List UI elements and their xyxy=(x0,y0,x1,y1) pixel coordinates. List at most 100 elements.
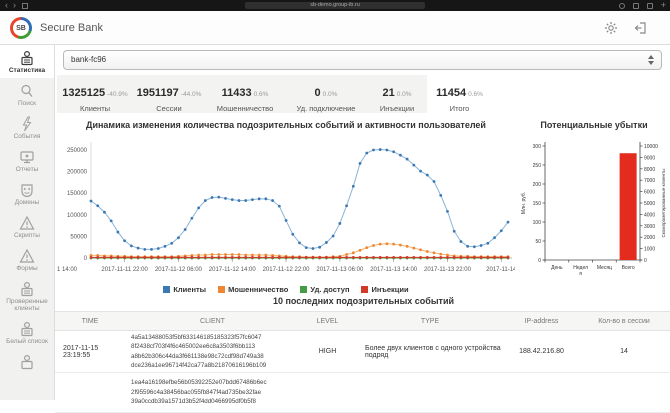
stat-label: Инъекции xyxy=(379,104,415,113)
bank-select-value: bank-fc96 xyxy=(71,55,107,64)
stat-value: 11433 xyxy=(221,87,252,99)
legend-item[interactable]: Клиенты xyxy=(163,285,206,294)
table-row[interactable]: 2017-11-15 23:19:55 4a5a13488053f5bf6331… xyxy=(55,331,670,373)
statistics-icon xyxy=(21,50,33,66)
sidebar-label: События xyxy=(13,133,41,140)
browser-tabs-icon[interactable] xyxy=(22,2,28,9)
bank-select[interactable]: bank-fc96 xyxy=(63,50,662,70)
col-count: Кол-во в сессии xyxy=(598,318,650,325)
stat-delta: 0.0% xyxy=(396,91,412,98)
table-row[interactable]: 1ea4a16198efbe56b05392252e07bdd67486b6ec… xyxy=(55,373,670,413)
cell-time: 2017-11-15 23:19:55 xyxy=(63,344,99,359)
address-bar[interactable]: sb-demo.group-ib.ru xyxy=(245,2,425,9)
logo-text: SB xyxy=(13,20,29,36)
series-line-Мошенничество xyxy=(91,243,508,258)
stat-value: 11454 xyxy=(436,87,467,99)
warning-triangle-icon xyxy=(19,248,35,263)
bar-ytick-right: 8000 xyxy=(644,167,655,173)
bar-ytick-right: 2000 xyxy=(644,235,655,241)
col-level: LEVEL xyxy=(316,318,339,325)
browser-forward-icon[interactable]: › xyxy=(13,0,16,10)
bar-category-label[interactable]: Недел xyxy=(573,265,588,271)
sidebar-item-blacklist[interactable] xyxy=(0,349,54,375)
sidebar-item-forms[interactable]: Формы xyxy=(0,243,54,276)
bar-ytick-right: 7000 xyxy=(644,178,655,184)
bar-ytick-right: 6000 xyxy=(644,190,655,196)
col-time: TIME xyxy=(81,318,99,325)
search-icon xyxy=(21,84,33,97)
legend-item[interactable]: Уд. доступ xyxy=(300,285,349,294)
stat-label: Мошенничество xyxy=(216,104,274,113)
x-tick-label: 2017-11-13 06:00 xyxy=(316,267,364,273)
settings-button[interactable] xyxy=(604,21,618,35)
chart-bar[interactable] xyxy=(619,153,637,260)
bar-ytick-right: 1000 xyxy=(644,247,655,253)
stat-delta: 0.6% xyxy=(468,91,483,98)
cell-type: Более двух клиентов с одного устройства … xyxy=(365,344,501,359)
gear-icon xyxy=(605,22,617,34)
y-tick-label: 0 xyxy=(84,256,88,262)
x-tick-label: 2017-11-14 xyxy=(486,267,515,273)
stat-total[interactable]: 11454 0.6% Итого xyxy=(427,75,492,113)
logout-button[interactable] xyxy=(634,21,648,35)
browser-bar: ‹ › sb-demo.group-ib.ru + xyxy=(0,0,670,11)
x-tick-label: 2017-11-12 22:00 xyxy=(263,267,311,273)
sidebar-item-whitelist[interactable]: Белый список xyxy=(0,316,54,349)
sidebar-label: Скрипты xyxy=(14,232,40,239)
stat-injections[interactable]: 21 0.0% Инъекции xyxy=(367,75,427,113)
bar-category-label[interactable]: День xyxy=(551,265,563,271)
stat-delta: -44.0% xyxy=(180,91,202,98)
stat-label: Клиенты xyxy=(79,104,111,113)
bar-chart: 0501001502002503000100020003000400050006… xyxy=(521,142,666,277)
stat-label: Уд. подключение xyxy=(296,104,356,113)
bar-category-label[interactable]: Всего xyxy=(622,265,635,271)
legend-label: Уд. доступ xyxy=(310,285,350,294)
stat-label: Сессии xyxy=(156,104,182,113)
stat-clients[interactable]: 1325125 -40.9% Клиенты xyxy=(57,75,133,113)
client-badge-icon xyxy=(21,321,33,337)
browser-copy-icon[interactable] xyxy=(646,2,653,9)
bar-category-label[interactable]: Месяц xyxy=(597,265,612,271)
legend-item[interactable]: Мошенничество xyxy=(218,285,288,294)
sidebar-item-events[interactable]: События xyxy=(0,111,54,144)
select-stepper-icon xyxy=(648,55,656,65)
chart-legend: Клиенты Мошенничество Уд. доступ Инъекции xyxy=(57,285,515,294)
x-tick-label: 2017-11-11 22:00 xyxy=(101,267,148,273)
sidebar-label: Домены xyxy=(14,199,40,206)
client-badge-icon xyxy=(21,281,33,297)
cell-ip xyxy=(505,373,578,412)
warning-triangle-icon xyxy=(19,215,35,230)
browser-back-icon[interactable]: ‹ xyxy=(5,0,8,10)
bar-category-label[interactable]: я xyxy=(579,271,582,277)
y-tick-label: 100000 xyxy=(67,213,88,219)
stats-band: 1325125 -40.9% Клиенты 1951197 -44.0% Сесс… xyxy=(57,75,492,113)
sidebar-item-verified-clients[interactable]: Проверенные клиенты xyxy=(0,276,54,316)
browser-new-tab-icon[interactable]: + xyxy=(660,0,666,10)
sidebar-label: Формы xyxy=(16,265,38,272)
sidebar-item-statistics[interactable]: Статистика xyxy=(0,45,54,78)
stat-delta: 0.0% xyxy=(322,91,338,98)
col-ip: IP-address xyxy=(524,318,559,325)
sidebar: Статистика Поиск События Отчеты Домены xyxy=(0,45,55,400)
stat-fraud[interactable]: 11433 0.6% Мошенничество xyxy=(205,75,285,113)
stat-label: Итого xyxy=(449,104,470,113)
sidebar-item-reports[interactable]: Отчеты xyxy=(0,144,54,177)
stat-delta: 0.6% xyxy=(253,91,269,98)
x-tick-label-clipped: 1 14:00 xyxy=(57,267,78,273)
stat-sessions[interactable]: 1951197 -44.0% Сессии xyxy=(133,75,205,113)
browser-share-icon[interactable] xyxy=(632,2,639,9)
cell-client: 1ea4a16198efbe56b05392252e07bdd67486b6ec… xyxy=(131,379,267,406)
stat-value: 1951197 xyxy=(136,87,179,99)
sidebar-item-domains[interactable]: Домены xyxy=(0,177,54,210)
browser-refresh-icon[interactable] xyxy=(618,2,625,9)
legend-item[interactable]: Инъекции xyxy=(361,285,409,294)
bar-ytick-left: 50 xyxy=(535,239,541,245)
sidebar-item-scripts[interactable]: Скрипты xyxy=(0,210,54,243)
stat-remote-connection[interactable]: 0 0.0% Уд. подключение xyxy=(285,75,367,113)
app-title: Secure Bank xyxy=(40,22,103,34)
client-badge-icon xyxy=(21,354,33,370)
sidebar-item-search[interactable]: Поиск xyxy=(0,78,54,111)
series-line-Клиенты xyxy=(90,149,509,250)
bar-chart-title: Потенциальные убытки xyxy=(540,120,648,130)
line-chart: 0 50000 100000 150000 200000 250000 2017-11-11… xyxy=(57,142,515,273)
